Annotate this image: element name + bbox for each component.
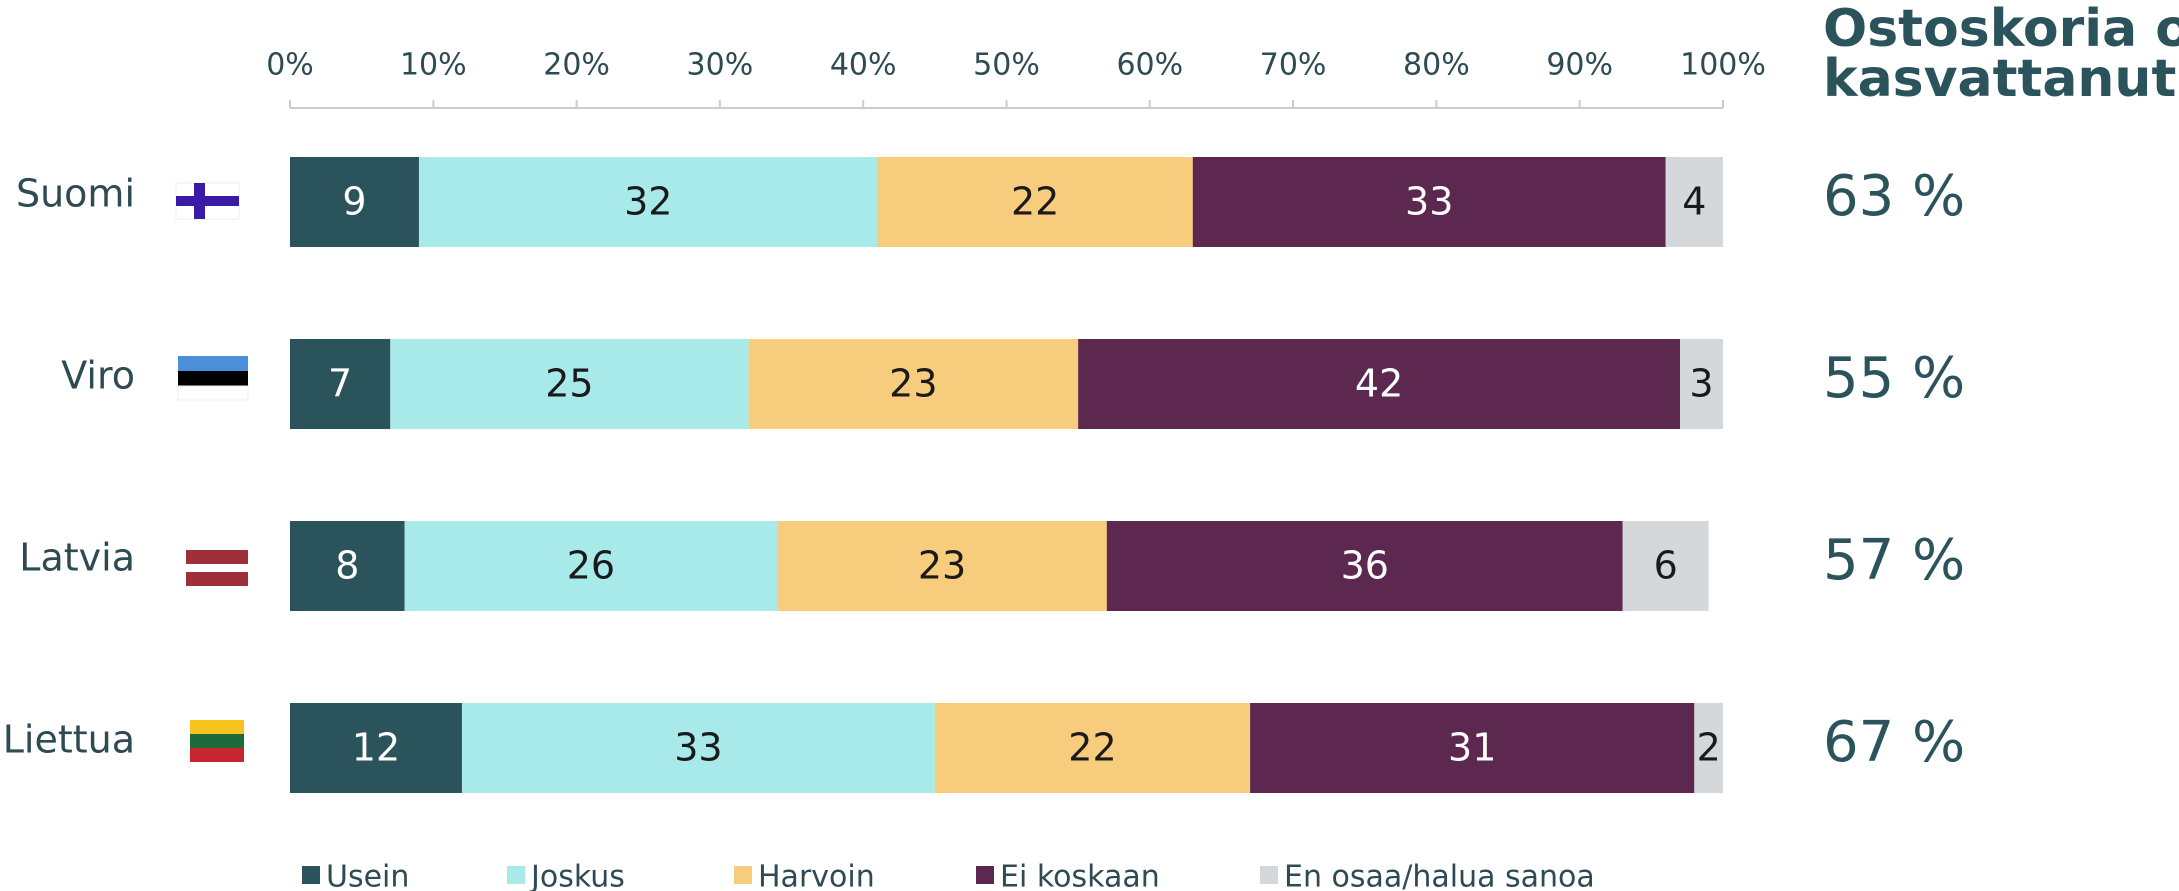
data-label: 8: [335, 544, 359, 588]
bar-segment: [1622, 521, 1709, 611]
bar-segment: [390, 339, 749, 429]
flag-viro: [177, 356, 249, 401]
data-label: 25: [545, 362, 593, 406]
bar-segment: [290, 339, 391, 429]
side-title: kasvattanut: [1823, 49, 2176, 109]
legend-swatch: [976, 866, 994, 884]
x-tick-label: 60%: [1116, 48, 1183, 83]
data-label: 23: [918, 544, 966, 588]
data-label: 22: [1011, 180, 1059, 224]
bar-segment: [1665, 157, 1723, 247]
x-tick-label: 70%: [1260, 48, 1327, 83]
legend-label: Joskus: [529, 860, 625, 891]
x-tick-label: 80%: [1403, 48, 1470, 83]
data-label: 9: [342, 180, 366, 224]
legend-label: Ei koskaan: [1000, 860, 1160, 891]
data-label: 4: [1682, 180, 1706, 224]
x-tick-label: 30%: [687, 48, 754, 83]
legend-swatch: [734, 866, 752, 884]
bar-segment: [748, 339, 1079, 429]
data-label: 31: [1448, 726, 1496, 770]
x-tick-label: 40%: [830, 48, 897, 83]
legend-label: En osaa/halua sanoa: [1284, 860, 1595, 891]
bar-segment: [1078, 339, 1681, 429]
x-tick-label: 100%: [1680, 48, 1766, 83]
x-tick-label: 90%: [1546, 48, 1613, 83]
flag-liettua: [190, 720, 244, 762]
x-tick-label: 20%: [543, 48, 610, 83]
data-label: 23: [889, 362, 937, 406]
bar-segment: [290, 521, 405, 611]
data-label: 33: [674, 726, 722, 770]
side-title: Ostoskoria on: [1823, 0, 2179, 59]
legend-swatch: [507, 866, 525, 884]
category-label: Viro: [61, 354, 135, 398]
x-tick-label: 10%: [400, 48, 467, 83]
data-label: 26: [567, 544, 615, 588]
side-value: 57 %: [1823, 528, 1965, 593]
bar-segment: [934, 703, 1251, 793]
bar-segment: [1192, 157, 1666, 247]
bar-segment: [290, 157, 419, 247]
data-label: 3: [1689, 362, 1713, 406]
bar-segment: [777, 521, 1107, 611]
data-label: 12: [352, 726, 400, 770]
x-tick-label: 50%: [973, 48, 1040, 83]
data-label: 32: [624, 180, 672, 224]
side-value: 67 %: [1823, 710, 1965, 775]
data-label: 42: [1355, 362, 1403, 406]
legend-label: Harvoin: [758, 860, 875, 891]
bar-segment: [418, 157, 878, 247]
bar-segment: [1694, 703, 1723, 793]
bar-segment: [1106, 521, 1623, 611]
category-label: Liettua: [3, 718, 135, 762]
data-label: 2: [1697, 726, 1721, 770]
bar-segment: [1250, 703, 1695, 793]
data-label: 36: [1341, 544, 1389, 588]
legend-label: Usein: [326, 860, 409, 891]
data-label: 7: [328, 362, 352, 406]
legend-swatch: [1260, 866, 1278, 884]
data-label: 22: [1068, 726, 1116, 770]
flag-latvia: [186, 550, 248, 586]
side-value: 55 %: [1823, 346, 1965, 411]
bar-segment: [1680, 339, 1723, 429]
flag-suomi: [175, 182, 240, 220]
category-label: Latvia: [19, 536, 135, 580]
bar-segment: [461, 703, 935, 793]
bar-segment: [877, 157, 1193, 247]
bar-segment: [290, 703, 462, 793]
x-tick-label: 0%: [266, 48, 314, 83]
side-value: 63 %: [1823, 164, 1965, 229]
legend-swatch: [302, 866, 320, 884]
category-label: Suomi: [16, 172, 135, 216]
data-label: 33: [1405, 180, 1453, 224]
bar-segment: [404, 521, 778, 611]
data-label: 6: [1654, 544, 1678, 588]
